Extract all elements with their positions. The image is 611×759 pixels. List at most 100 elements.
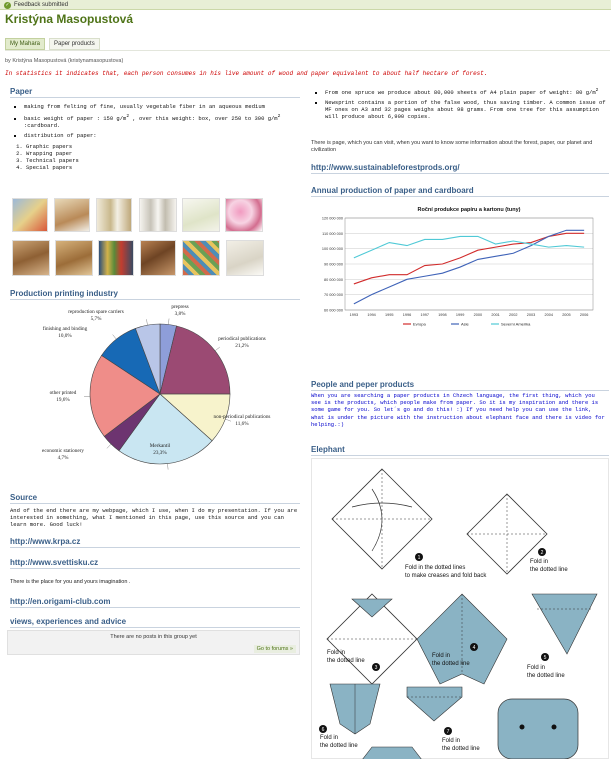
pie-leader-line [225,418,232,422]
step-number: 2 [541,550,544,556]
go-to-forums-link[interactable]: Go to forums » [253,645,296,653]
pie-slice [89,355,161,437]
graphic-paper-thumbnail[interactable] [12,198,48,232]
step-4-caption: Fold in [432,653,450,659]
step-2-diagram [466,493,548,575]
wrapping-paper-thumbnail[interactable] [54,198,90,232]
step-7-caption-2: the dotted line [442,746,480,752]
tab-my-mahara[interactable]: My Mahara [5,38,46,50]
step-6-caption-2: the dotted line [320,743,358,749]
step-3-caption-2: the dotted line [327,658,365,664]
paper-fact-fiber: making from felting of fine, usually veg… [24,103,300,110]
cardboard-box-thumbnail[interactable] [55,240,93,276]
y-tick-label: 120 000 000 [322,217,343,221]
intro-statement: In statistics it indicates that, each pe… [5,70,488,77]
source-text: And of the end there are my webpage, whi… [10,507,298,529]
people-heading: People and peper products [311,380,609,391]
step-7-caption: Fold in [442,738,460,744]
pie-leader-line [214,346,220,351]
paper-type-item: Special papers [26,164,300,171]
step-number: 4 [473,645,476,651]
pie-slice-label: Merkantil [150,443,171,449]
pie-slice-value: 11,6% [235,421,249,427]
paper-heading: Paper [10,87,300,98]
pie-slice-value: 23,3% [153,450,167,456]
elephant-instructions-image[interactable]: 1 Fold in the dotted lines to make creas… [311,458,609,759]
step-7-diagram [406,686,463,722]
corrugated-board-thumbnail[interactable] [140,240,176,276]
right-facts-list: From one spruce we produce about 80,000 … [311,87,609,121]
pie-slice-value: 10,0% [58,333,72,339]
pie-slice-label: non-periodical publications [214,414,271,420]
line-chart: Roční produkce papíru a kartonu (tuny) 60… [322,207,594,327]
views-heading: views, experiences and advice [10,617,300,628]
paper-sheets-thumbnail[interactable] [226,240,264,276]
paper-types-list: Graphic papers Wrapping paper Technical … [10,143,300,172]
x-tick-label: 2003 [527,313,535,317]
source-section: Source And of the end there are my webpa… [10,493,300,529]
elephant-face-diagram [497,698,579,759]
link-svettisku[interactable]: http://www.svettisku.cz [10,558,300,569]
view-tabs: My Mahara Paper products [5,38,100,50]
chart1-heading: Production printing industry [10,289,300,300]
series-line [353,229,585,305]
cardboard-pieces-thumbnail[interactable] [12,240,50,276]
pie-slice-label: economic stationery [42,448,84,454]
x-tick-label: 1999 [456,313,464,317]
folders-thumbnail[interactable] [98,240,134,276]
legend-label: Severní Amerika [501,322,531,327]
pie-leader-line [146,319,148,326]
step-5-caption: Fold in [527,665,545,671]
pie-leader-line [106,443,112,449]
line-chart-title: Roční produkce papíru a kartonu (tuny) [418,207,521,213]
chart2-heading: Annual production of paper and cardboard [311,186,609,197]
paper-facts: making from felting of fine, usually veg… [10,103,300,140]
step-3-caption: Fold in [327,650,345,656]
fact-spruce: From one spruce we produce about 80,000 … [325,87,609,96]
x-tick-label: 1993 [350,313,358,317]
pie-leader-line [112,334,117,340]
y-tick-label: 70 000 000 [324,293,343,297]
tab-divider [5,50,610,51]
source-heading: Source [10,493,300,504]
x-tick-label: 2006 [580,313,588,317]
step-4-caption-2: the dotted line [432,661,470,667]
pie-slice-value: 3,8% [175,311,186,317]
step-number: 3 [375,665,378,671]
step-1-caption-2: to make creases and fold back [405,573,487,579]
tab-paper-products[interactable]: Paper products [49,38,100,50]
milk-cartons-thumbnail[interactable] [139,198,177,232]
pie-leader-line [167,463,169,470]
step-6-diagram [329,683,381,735]
x-tick-label: 1996 [403,313,411,317]
pie-slice-label: other printed [50,390,77,396]
paper-rolls-thumbnail[interactable] [96,198,132,232]
notice-text: Feedback submitted [14,2,69,8]
x-tick-label: 2000 [474,313,482,317]
step-5-caption-2: the dotted line [527,673,565,679]
fact-newsprint: Newsprint contains a portion of the fals… [325,99,609,121]
y-tick-label: 110 000 000 [322,232,343,236]
people-text: When you are searching a paper products … [311,392,605,428]
link-origami-club[interactable]: http://en.origami-club.com [10,597,300,608]
info-text: There is page, which you can visit, when… [311,140,593,153]
legend-label: Asie [461,322,470,327]
paper-type-item: Wrapping paper [26,150,300,157]
y-tick-label: 90 000 000 [324,263,343,267]
step-2-caption-2: the dotted line [530,567,568,573]
paper-flowers-thumbnail[interactable] [225,198,263,232]
no-posts-message: There are no posts in this group yet [110,634,197,640]
pie-slice-value: 4,7% [58,455,69,461]
link-sustainable-forest[interactable]: http://www.sustainableforestprods.org/ [311,163,609,174]
link-krpa[interactable]: http://www.krpa.cz [10,537,300,548]
legend-label: Evropa [413,322,426,327]
magazines-collage-thumbnail[interactable] [182,240,220,276]
x-tick-label: 1995 [385,313,393,317]
y-tick-label: 100 000 000 [322,247,343,251]
page-title: Kristýna Masopustová [5,12,134,26]
pie-slice-value: 5,7% [91,316,102,322]
paper-fact-distribution: distribution of paper: [24,132,300,139]
x-tick-label: 1997 [420,313,428,317]
tissue-box-thumbnail[interactable] [182,198,220,232]
